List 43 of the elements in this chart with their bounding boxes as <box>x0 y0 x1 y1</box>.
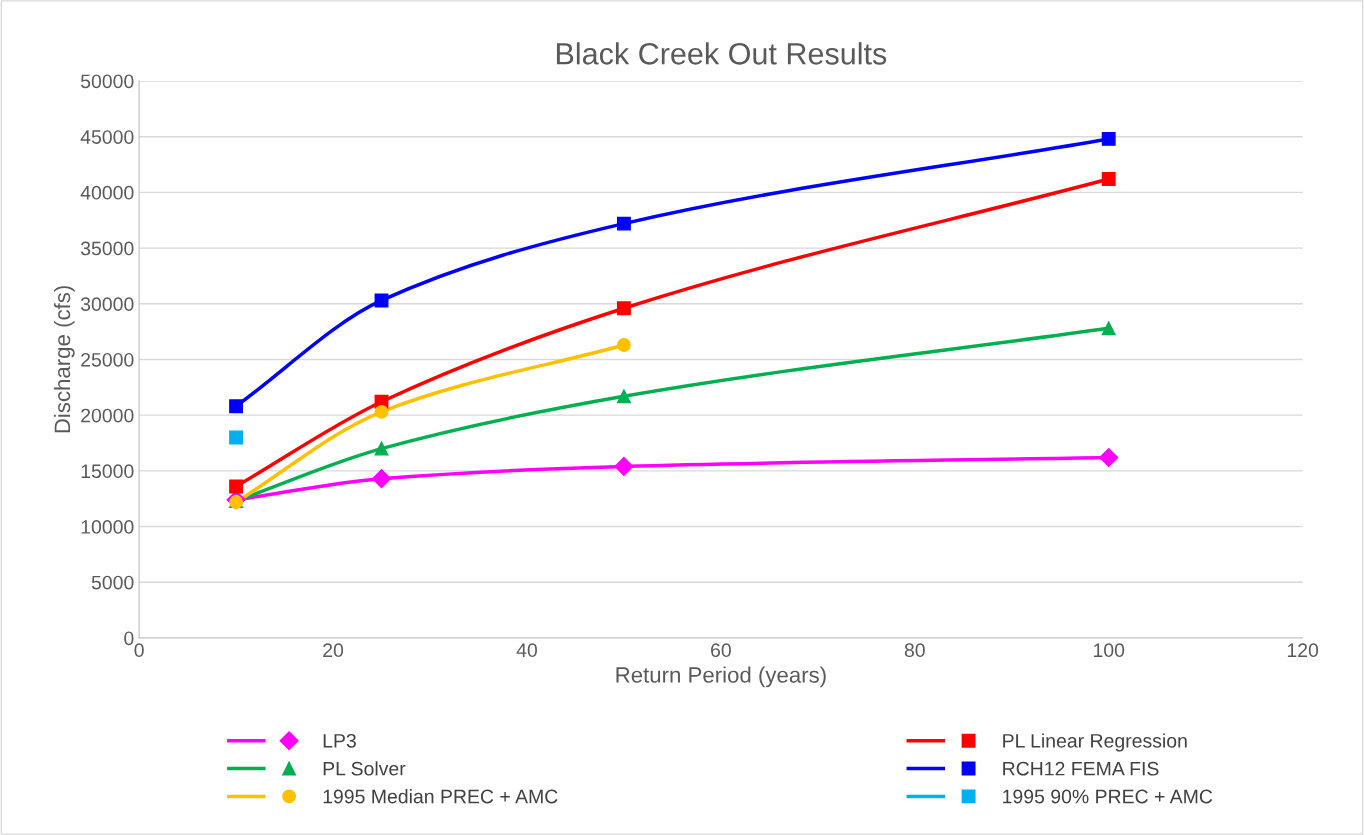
legend-label: PL Linear Regression <box>1003 733 1187 752</box>
point <box>616 338 631 352</box>
point <box>229 479 244 494</box>
x-tick-label: 80 <box>904 643 925 658</box>
y-tick-label: 15000 <box>81 464 134 479</box>
point <box>1101 131 1116 146</box>
y-axis-title: Discharge (cfs) <box>53 286 75 433</box>
legend-label: 1995 90% PREC + AMC <box>1003 789 1213 804</box>
y-tick-label: 50000 <box>80 74 134 89</box>
x-tick-label: 120 <box>1287 643 1319 658</box>
legend-label: LP3 <box>323 733 356 748</box>
point <box>616 216 631 231</box>
x-axis-title: Return Period (years) <box>616 666 826 688</box>
legend-label: PL Solver <box>323 761 406 776</box>
y-tick-label: 5000 <box>91 575 134 590</box>
y-tick-label: 30000 <box>80 297 134 312</box>
legend-label: 1995 Median PREC + AMC <box>323 789 558 804</box>
x-tick-label: 100 <box>1093 643 1125 658</box>
point <box>1101 321 1116 336</box>
point <box>374 404 389 419</box>
point <box>374 293 389 308</box>
point <box>374 441 389 456</box>
y-tick-label: 20000 <box>81 408 134 423</box>
y-tick-label: 10000 <box>81 520 134 534</box>
chart-title: Black Creek Out Results <box>556 42 887 65</box>
y-tick-label: 25000 <box>81 352 134 367</box>
y-tick-label: 45000 <box>80 130 134 144</box>
x-tick-label: 0 <box>134 643 144 658</box>
point <box>371 469 392 489</box>
legend-label: RCH12 FEMA FIS <box>1003 761 1159 776</box>
point <box>616 301 631 316</box>
y-tick-label: 35000 <box>80 241 134 256</box>
x-tick-label: 20 <box>323 643 344 658</box>
point <box>616 389 631 404</box>
y-tick-label: 0 <box>124 631 134 646</box>
x-tick-label: 40 <box>516 643 538 658</box>
point <box>1101 172 1116 186</box>
point <box>1099 447 1119 468</box>
point <box>229 430 244 445</box>
point <box>229 399 244 414</box>
x-tick-label: 60 <box>711 643 731 658</box>
y-tick-label: 40000 <box>80 185 134 200</box>
point <box>614 456 634 476</box>
